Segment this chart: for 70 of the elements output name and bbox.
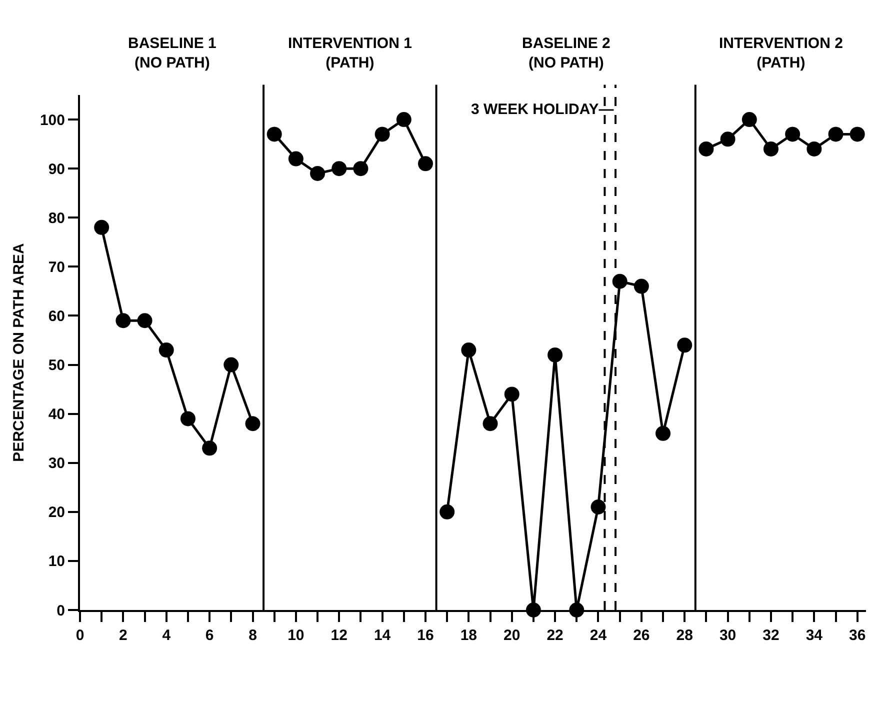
point <box>461 342 476 358</box>
x-tick-label: 20 <box>504 627 520 644</box>
x-tick-label: 8 <box>248 627 257 644</box>
y-tick-label: 20 <box>48 504 65 522</box>
x-tick-label: 34 <box>806 627 824 644</box>
point <box>548 347 563 362</box>
y-tick-label: 10 <box>48 553 65 570</box>
y-tick-label: 70 <box>48 258 65 276</box>
point <box>245 416 260 432</box>
x-tick-label: 30 <box>719 627 736 644</box>
point <box>742 112 757 128</box>
point <box>288 151 304 166</box>
x-tick-label: 26 <box>633 627 650 644</box>
point <box>418 156 433 172</box>
y-tick-label: 50 <box>48 357 65 374</box>
point <box>785 126 800 142</box>
point <box>698 141 714 156</box>
text: INTERVENTION 2 (PATH) <box>719 35 843 72</box>
text: BASELINE 1 (NO PATH) <box>128 35 216 72</box>
point <box>310 166 326 181</box>
y-tick-label: 80 <box>48 210 65 227</box>
x-tick-label: 10 <box>288 627 304 644</box>
point <box>720 132 736 147</box>
y-tick-label: 60 <box>48 308 65 325</box>
x-tick-label: 16 <box>417 627 434 644</box>
point <box>353 161 368 176</box>
point <box>396 112 412 128</box>
x-tick-label: 24 <box>590 627 608 644</box>
x-tick-label: 32 <box>762 627 780 644</box>
x-tick-label: 12 <box>330 627 348 644</box>
point <box>332 161 347 176</box>
point <box>482 416 498 432</box>
point <box>634 278 649 294</box>
point <box>806 141 822 156</box>
y-tick-label: 40 <box>48 406 65 424</box>
text: INTERVENTION 1 (PATH) <box>288 35 412 72</box>
x-tick-label: 4 <box>162 627 172 644</box>
point <box>612 274 628 289</box>
point <box>137 313 152 328</box>
point <box>850 126 865 142</box>
x-tick-label: 0 <box>76 627 84 644</box>
y-tick-label: 100 <box>40 112 65 129</box>
y-tick-label: 30 <box>48 455 65 472</box>
text: BASELINE 2 (NO PATH) <box>522 35 610 72</box>
x-tick-label: 28 <box>676 627 693 644</box>
x-tick-label: 2 <box>119 627 128 644</box>
x-tick-label: 14 <box>374 627 392 644</box>
point <box>828 126 844 142</box>
point <box>374 126 390 142</box>
point <box>202 440 218 456</box>
point <box>763 141 778 156</box>
point <box>440 504 455 520</box>
point <box>677 338 692 353</box>
x-tick-label: 36 <box>849 627 866 644</box>
point <box>224 357 239 372</box>
point <box>656 426 671 441</box>
x-tick-label: 22 <box>546 627 564 644</box>
annotation: 3 WEEK HOLIDAY— <box>471 101 614 118</box>
y-tick-label: 0 <box>56 602 65 620</box>
point <box>116 313 131 328</box>
y-axis-title: PERCENTAGE ON PATH AREA <box>10 243 28 462</box>
x-tick-label: 18 <box>460 627 478 644</box>
x-tick-label: 6 <box>205 627 214 644</box>
point <box>266 126 282 142</box>
point <box>94 220 110 235</box>
point <box>180 411 196 426</box>
point <box>590 500 606 514</box>
point <box>504 386 520 402</box>
y-tick-label: 90 <box>48 160 65 178</box>
point <box>158 342 174 358</box>
